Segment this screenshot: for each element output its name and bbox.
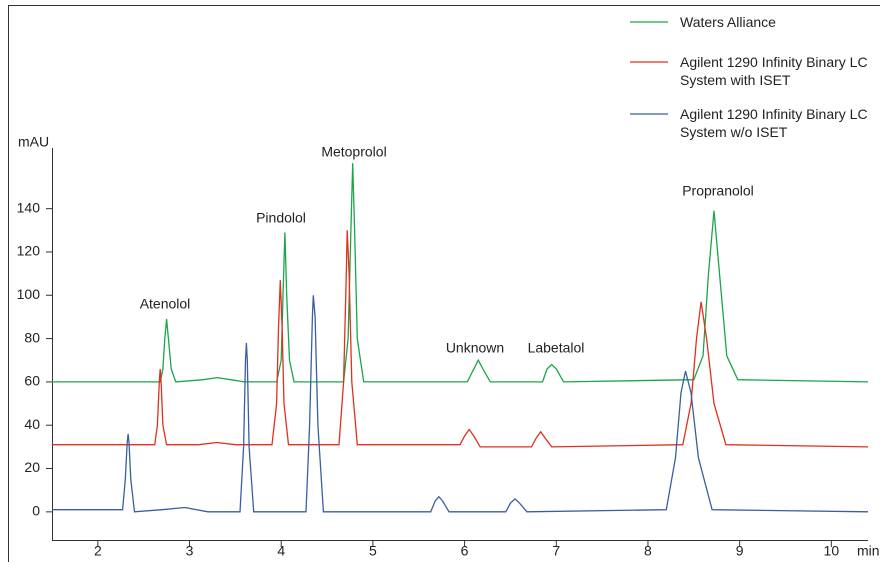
- x-tick-label: 5: [369, 543, 377, 559]
- x-tick-label: 3: [186, 543, 194, 559]
- trace: [52, 163, 869, 383]
- x-tick-label: 7: [552, 543, 560, 559]
- x-tick-label: 10: [824, 543, 840, 559]
- peak-label: Metoprolol: [321, 144, 386, 160]
- y-axis-label: mAU: [18, 134, 49, 150]
- peak-label: Unknown: [446, 340, 504, 356]
- y-tick-label: 60: [24, 373, 40, 389]
- y-tick-label: 20: [24, 459, 40, 475]
- y-tick-label: 120: [17, 243, 41, 259]
- y-tick-label: 100: [17, 286, 41, 302]
- legend-label: Agilent 1290 Infinity Binary LC System w…: [680, 54, 868, 88]
- y-tick-label: 80: [24, 329, 40, 345]
- peak-label: Propranolol: [682, 183, 754, 199]
- x-tick-label: 8: [644, 543, 652, 559]
- x-tick-label: 9: [736, 543, 744, 559]
- legend-label: Waters Alliance: [680, 14, 776, 30]
- x-tick-label: 6: [461, 543, 469, 559]
- trace: [52, 230, 869, 448]
- trace: [52, 295, 869, 513]
- y-tick-label: 140: [17, 199, 41, 215]
- peak-label: Pindolol: [256, 210, 306, 226]
- peak-label: Labetalol: [528, 340, 585, 356]
- y-tick-label: 0: [32, 503, 40, 519]
- y-tick-label: 40: [24, 416, 40, 432]
- x-tick-label: 4: [277, 543, 285, 559]
- peak-label: Atenolol: [140, 296, 191, 312]
- x-tick-label: 2: [94, 543, 102, 559]
- legend-label: Agilent 1290 Infinity Binary LC System w…: [680, 106, 868, 140]
- x-axis-label: min: [857, 543, 880, 559]
